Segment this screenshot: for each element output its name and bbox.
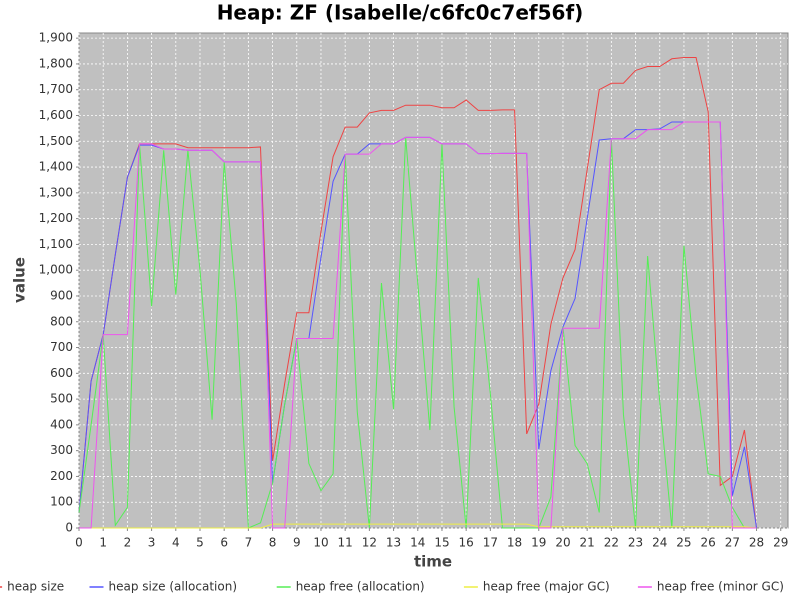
y-tick-label: 800: [50, 314, 73, 328]
series-line: [79, 121, 757, 529]
y-tick-label: 900: [50, 288, 73, 302]
y-tick-label: 1,900: [39, 31, 73, 45]
x-tick-label: 22: [604, 536, 619, 550]
x-tick-label: 10: [313, 536, 328, 550]
x-axis-title: time: [414, 553, 452, 571]
y-axis-title: value: [11, 257, 29, 303]
y-tick-label: 1,500: [39, 134, 73, 148]
series-line: [78, 56, 758, 529]
y-tick-label: 1,000: [39, 263, 73, 277]
y-tick-label: 1,700: [39, 82, 73, 96]
x-tick-label: 20: [555, 536, 570, 550]
x-tick-label: 13: [386, 536, 401, 550]
x-tick-label: 0: [75, 536, 83, 550]
series-line: [78, 137, 757, 529]
y-tick-label: 400: [50, 417, 73, 431]
y-tick-label: 600: [50, 366, 73, 380]
y-tick-label: 1,400: [39, 160, 73, 174]
legend-label: heap size: [7, 580, 64, 594]
y-tick-label: 0: [65, 521, 73, 535]
x-tick-label: 21: [580, 536, 595, 550]
y-tick-label: 200: [50, 469, 73, 483]
y-tick-label: 100: [50, 495, 73, 509]
x-tick-label: 23: [628, 536, 643, 550]
x-tick-label: 11: [338, 536, 353, 550]
plot-area: [78, 32, 789, 529]
x-tick-label: 17: [483, 536, 498, 550]
x-tick-label: 1: [99, 536, 107, 550]
legend-label: heap free (minor GC): [657, 580, 784, 594]
x-tick-label: 27: [725, 536, 740, 550]
y-tick-label: 500: [50, 392, 73, 406]
x-tick-label: 7: [245, 536, 253, 550]
legend-label: heap size (allocation): [109, 580, 238, 594]
y-tick-label: 1,200: [39, 211, 73, 225]
x-tick-label: 15: [434, 536, 449, 550]
x-tick-label: 4: [172, 536, 180, 550]
x-tick-label: 3: [148, 536, 156, 550]
y-tick-label: 1,800: [39, 56, 73, 70]
y-tick-label: 1,300: [39, 185, 73, 199]
y-tick-label: 1,600: [39, 108, 73, 122]
series-line: [79, 523, 757, 529]
legend-label: heap free (allocation): [296, 580, 425, 594]
x-tick-label: 12: [362, 536, 377, 550]
x-tick-label: 6: [220, 536, 228, 550]
x-tick-label: 26: [701, 536, 716, 550]
x-tick-label: 2: [124, 536, 132, 550]
x-tick-label: 24: [652, 536, 667, 550]
x-tick-label: 28: [749, 536, 764, 550]
x-tick-label: 19: [531, 536, 546, 550]
x-tick-label: 14: [410, 536, 425, 550]
x-tick-label: 18: [507, 536, 522, 550]
y-tick-label: 700: [50, 340, 73, 354]
x-tick-label: 5: [196, 536, 204, 550]
y-tick-label: 1,100: [39, 237, 73, 251]
x-tick-label: 8: [269, 536, 277, 550]
x-tick-label: 25: [676, 536, 691, 550]
x-tick-label: 9: [293, 536, 301, 550]
chart-title: Heap: ZF (Isabelle/c6fc0c7ef56f): [217, 1, 584, 25]
legend-label: heap free (major GC): [483, 580, 610, 594]
x-tick-label: 29: [773, 536, 788, 550]
y-tick-label: 300: [50, 443, 73, 457]
x-tick-label: 16: [459, 536, 474, 550]
